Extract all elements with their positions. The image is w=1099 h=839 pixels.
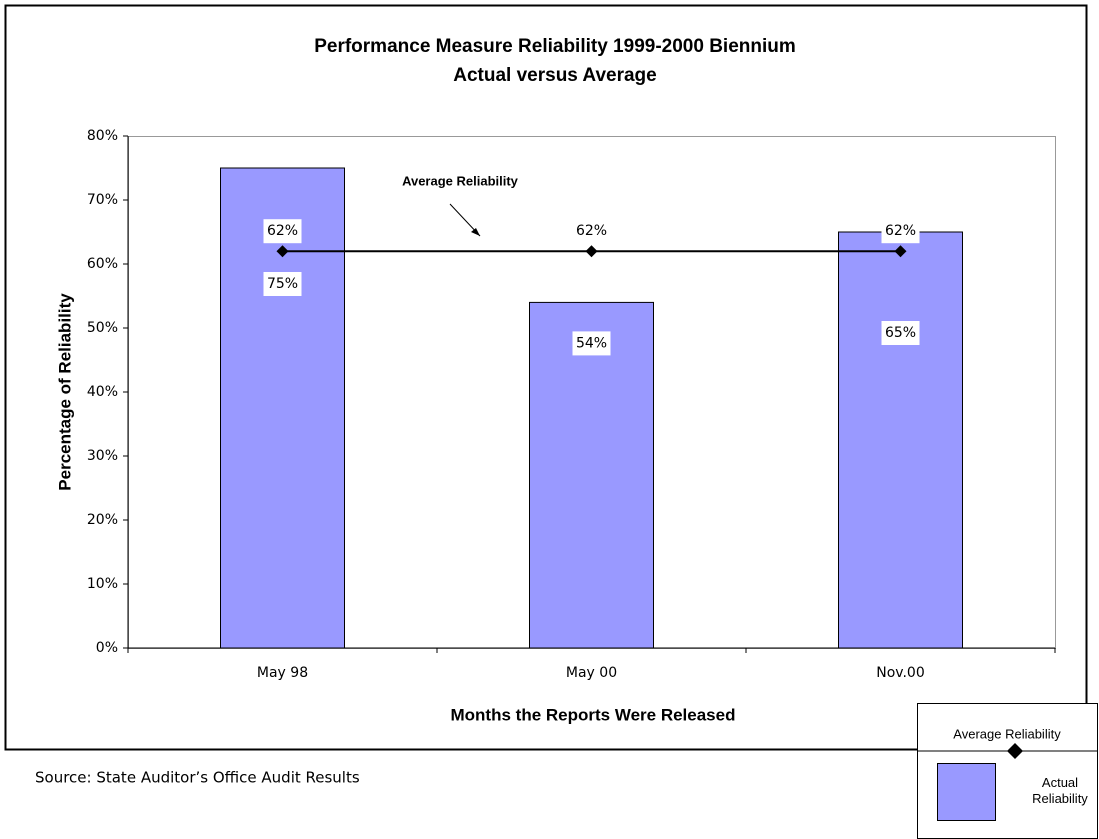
y-tick-label: 10%	[87, 576, 118, 592]
bar-value-label: 54%	[576, 335, 607, 351]
x-tick-label: May 98	[257, 665, 308, 681]
source-note: Source: State Auditor’s Office Audit Res…	[35, 769, 360, 787]
bar-value-label: 75%	[267, 276, 298, 292]
y-tick-label: 20%	[87, 512, 118, 528]
bar	[838, 231, 963, 649]
x-tick-label: May 00	[566, 665, 617, 681]
x-axis-label: Months the Reports Were Released	[451, 705, 736, 724]
legend-marker	[1007, 743, 1023, 759]
y-tick-label: 70%	[87, 192, 118, 208]
bar-value-label-bg	[263, 272, 302, 296]
y-tick-label: 0%	[96, 640, 118, 656]
bar-value-label-bg	[572, 331, 611, 356]
bar	[529, 301, 654, 649]
avg-marker	[894, 245, 907, 258]
avg-marker	[276, 245, 289, 258]
chart-subtitle: Actual versus Average	[453, 65, 656, 86]
line-value-label: 62%	[267, 223, 298, 239]
y-axis-label: Percentage of Reliability	[55, 293, 74, 491]
legend-swatch	[937, 763, 996, 821]
chart-title: Performance Measure Reliability 1999-200…	[314, 36, 796, 57]
line-value-label: 62%	[576, 223, 607, 239]
y-tick-label: 50%	[87, 320, 118, 336]
arrow-head	[471, 228, 480, 236]
y-tick-label: 80%	[87, 128, 118, 144]
line-value-label-bg	[881, 219, 920, 244]
avg-marker	[585, 245, 598, 258]
bar-value-label-bg	[881, 321, 920, 345]
line-value-label-bg	[263, 219, 302, 244]
line-value-label: 62%	[885, 223, 916, 239]
y-tick-label: 60%	[87, 256, 118, 272]
legend-label: Average Reliability	[953, 726, 1061, 741]
legend-label: Actual Reliability	[1032, 775, 1088, 806]
line-value-label-bg	[572, 219, 611, 244]
annotation: Average Reliability	[402, 173, 519, 188]
y-tick-label: 40%	[87, 384, 118, 400]
bar-value-label: 65%	[885, 325, 916, 341]
y-tick-label: 30%	[87, 448, 118, 464]
x-tick-label: Nov.00	[876, 665, 925, 681]
